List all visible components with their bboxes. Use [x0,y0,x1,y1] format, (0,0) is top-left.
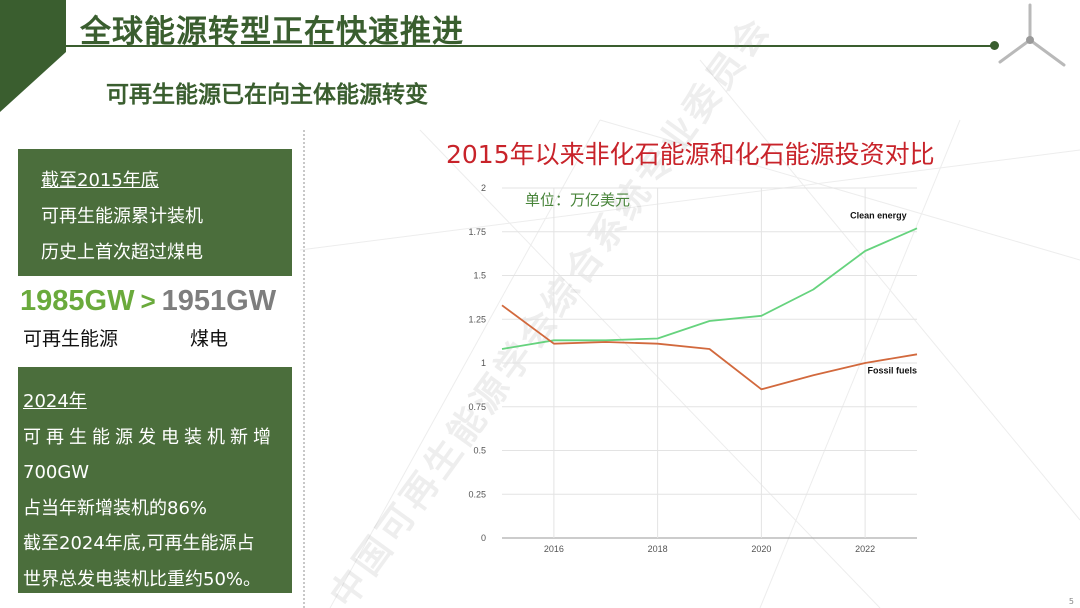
panel-line: 世界总发电装机比重约50%。 [23,568,262,590]
renewable-capacity-value: 1985GW [20,285,135,317]
panel-line: 截至2024年底,可再生能源占 [23,533,255,554]
y-tick-label: 1.25 [468,314,486,324]
chart-title: 2015年以来非化石能源和化石能源投资对比 [446,140,935,169]
y-tick-label: 1.5 [473,271,486,281]
x-tick-label: 2016 [544,544,564,554]
panel-line: 截至2015年底 [41,170,159,191]
x-tick-label: 2020 [751,544,771,554]
panel-line: 历史上首次超过煤电 [41,242,203,263]
x-tick-label: 2018 [648,544,668,554]
y-tick-label: 1.75 [468,227,486,237]
stats-2024-panel: 2024年 可再生能源发电装机新增 700GW 占当年新增装机的86% 截至20… [18,367,292,593]
x-tick-label: 2022 [855,544,875,554]
renewable-label: 可再生能源 [23,328,119,350]
panel-line: 可再生能源累计装机 [41,206,203,227]
panel-line: 700GW [23,462,90,483]
series-line-clean-energy [501,227,918,350]
y-tick-label: 0 [481,533,486,543]
y-tick-label: 2 [481,183,486,193]
coal-label: 煤电 [190,328,229,350]
panel-line: 占当年新增装机的86% [23,497,208,519]
y-tick-label: 0.25 [468,489,486,499]
corner-accent [0,0,66,112]
slide-subtitle: 可再生能源已在向主体能源转变 [106,82,428,108]
title-underline [66,45,996,47]
investment-line-chart: 0 0.25 0.5 0.75 1 1.25 1.5 1.75 2 2016 2018 2020 202… [468,183,918,554]
series-line-fossil-fuels [501,304,918,391]
slide-number: 5 [1068,597,1074,606]
greater-than-sign: > [140,286,156,316]
coal-capacity-value: 1951GW [161,285,277,317]
column-divider [303,130,305,608]
panel-line: 可再生能源发电装机新增 [23,426,276,448]
wind-turbine-icon [998,3,1066,67]
y-tick-label: 0.5 [473,446,486,456]
y-tick-label: 0.75 [468,402,486,412]
series-label: Clean energy [850,210,907,220]
slide-title: 全球能源转型正在快速推进 [80,14,464,50]
panel-year: 2024年 [23,391,87,412]
y-tick-label: 1 [481,358,486,368]
milestone-2015-panel: 截至2015年底 可再生能源累计装机 历史上首次超过煤电 [18,149,292,276]
series-label: Fossil fuels [867,365,917,375]
capacity-comparison: 1985GW >1951GW [20,285,300,323]
chart-unit-label: 单位：万亿美元 [525,191,631,209]
title-rule-dot [990,41,999,50]
